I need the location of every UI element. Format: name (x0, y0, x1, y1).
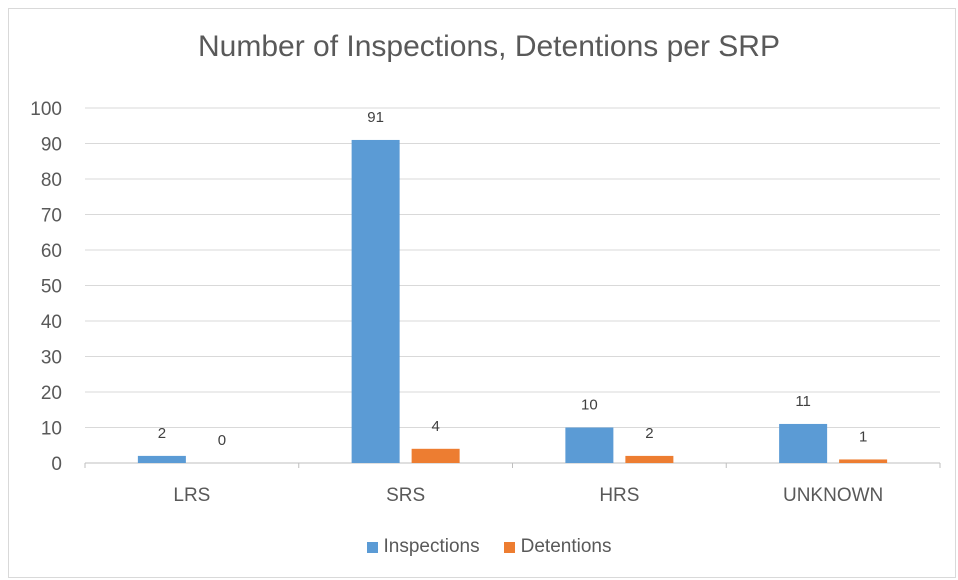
legend-item-detentions: Detentions (503, 536, 612, 558)
bar-detentions-hrs (625, 455, 674, 463)
data-label: 2 (645, 425, 653, 442)
y-tick-label: 100 (30, 99, 62, 120)
y-axis-ticks: 0 10 20 30 40 50 60 70 80 90 100 (30, 99, 62, 475)
y-tick-label: 90 (41, 135, 62, 156)
bar-inspections-unknown (779, 423, 828, 463)
data-label: 10 (581, 397, 598, 414)
data-label: 91 (367, 109, 384, 126)
x-tick-label: UNKNOWN (783, 485, 883, 506)
y-tick-label: 40 (41, 312, 62, 333)
data-label: 11 (795, 393, 811, 410)
bars (137, 139, 888, 463)
x-tick-label: LRS (173, 485, 210, 506)
x-tick-label: HRS (599, 485, 639, 506)
bar-inspections-lrs (137, 455, 186, 463)
legend: Inspections Detentions (0, 536, 958, 558)
x-tick-label: SRS (386, 485, 425, 506)
chart-title: Number of Inspections, Detentions per SR… (198, 30, 780, 63)
gridlines (84, 107, 941, 468)
y-tick-label: 60 (41, 241, 62, 262)
y-tick-label: 70 (41, 206, 62, 227)
chart-frame (8, 8, 956, 578)
data-label: 4 (431, 418, 439, 435)
legend-swatch-detentions (503, 541, 515, 553)
data-label: 2 (158, 425, 166, 442)
y-tick-label: 10 (41, 419, 62, 440)
x-axis-ticks: LRS SRS HRS UNKNOWN (173, 485, 883, 506)
y-tick-label: 80 (41, 170, 62, 191)
bar-inspections-srs (351, 139, 400, 463)
legend-label-inspections: Inspections (383, 536, 480, 557)
legend-swatch-inspections (366, 541, 378, 553)
bar-detentions-srs (411, 448, 460, 463)
y-tick-label: 50 (41, 277, 62, 298)
legend-item-inspections: Inspections (366, 536, 480, 558)
y-tick-label: 30 (41, 348, 62, 369)
legend-label-detentions: Detentions (520, 536, 612, 557)
bar-detentions-unknown (839, 459, 888, 463)
y-tick-label: 20 (41, 383, 62, 404)
bar-inspections-hrs (565, 427, 614, 463)
y-tick-label: 0 (51, 454, 62, 475)
data-label: 1 (859, 428, 867, 445)
data-label: 0 (218, 432, 226, 449)
